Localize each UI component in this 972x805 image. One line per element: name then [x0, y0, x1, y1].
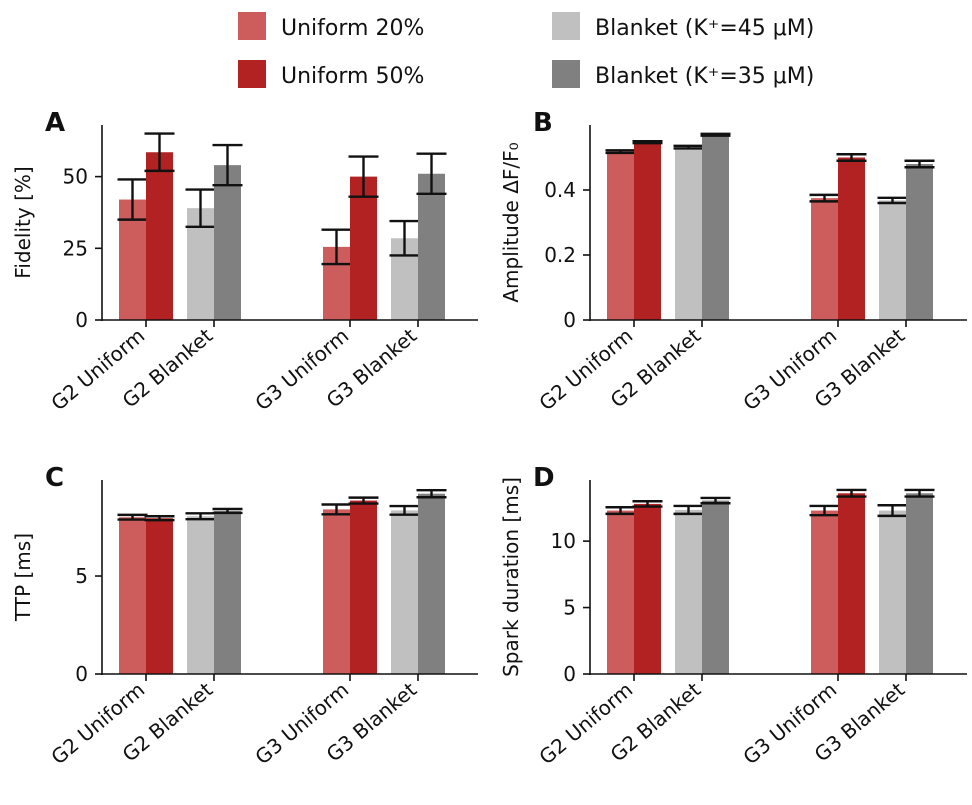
bar	[675, 147, 702, 320]
error-bar	[348, 155, 379, 198]
bar	[879, 200, 906, 320]
bar	[323, 509, 350, 674]
bar	[119, 517, 146, 674]
y-axis-label: TTP [ms]	[11, 533, 35, 622]
error-bar	[809, 193, 840, 203]
error-bar	[117, 178, 148, 221]
error-bar	[348, 496, 379, 505]
y-axis-label: Amplitude ΔF/F₀	[499, 142, 523, 302]
y-tick-label: 0	[563, 308, 576, 332]
error-bar	[605, 149, 636, 155]
error-bar	[904, 488, 935, 498]
error-bar	[185, 188, 216, 229]
error-bar	[416, 152, 447, 196]
panel-letter: C	[45, 463, 64, 493]
bar	[350, 176, 377, 320]
bar	[214, 165, 241, 320]
error-bar	[144, 132, 175, 173]
error-bar	[117, 513, 148, 521]
panel-letter: A	[45, 108, 65, 138]
bar	[879, 510, 906, 674]
y-tick-label: 5	[75, 564, 88, 588]
legend-label: Blanket (K⁺=45 μM)	[595, 16, 814, 41]
error-bar	[700, 132, 731, 137]
error-bar	[212, 143, 243, 187]
legend-entry: Blanket (K⁺=35 μM)	[552, 60, 814, 89]
legend-label: Uniform 20%	[281, 16, 424, 41]
bar	[607, 510, 634, 674]
y-tick-label: 0	[75, 308, 88, 332]
bar	[811, 198, 838, 320]
error-bar	[212, 507, 243, 515]
y-tick-label: 0.2	[544, 243, 576, 267]
y-axis-label: Fidelity [%]	[11, 166, 35, 278]
panel-letter: B	[533, 108, 553, 138]
bar	[634, 503, 661, 674]
error-bar	[877, 504, 908, 518]
error-bar	[673, 144, 704, 150]
bar	[838, 493, 865, 674]
error-bar	[904, 159, 935, 169]
bar	[811, 510, 838, 674]
bar	[146, 152, 173, 320]
error-bar	[632, 140, 663, 145]
error-bar	[673, 504, 704, 516]
bar	[391, 510, 418, 674]
legend-swatch	[552, 60, 580, 88]
bar	[702, 134, 729, 320]
y-tick-label: 0	[75, 662, 88, 686]
error-bar	[389, 504, 420, 516]
bar	[350, 500, 377, 674]
bar	[418, 493, 445, 674]
y-tick-label: 50	[63, 165, 88, 189]
bar	[675, 509, 702, 674]
error-bar	[632, 500, 663, 508]
error-bar	[389, 219, 420, 257]
legend-swatch	[238, 60, 266, 88]
y-tick-label: 0	[563, 662, 576, 686]
legend-swatch	[552, 12, 580, 40]
error-bar	[321, 228, 352, 266]
legend-entry: Uniform 20%	[238, 12, 424, 41]
legend-label: Blanket (K⁺=35 μM)	[595, 64, 814, 89]
error-bar	[144, 515, 175, 522]
bar	[187, 516, 214, 674]
legend-entry: Blanket (K⁺=45 μM)	[552, 12, 814, 41]
bar	[906, 164, 933, 320]
error-bar	[700, 496, 731, 505]
legend: Uniform 20% Uniform 50% Blanket (K⁺=45 μM)…	[238, 12, 814, 89]
y-tick-label: 0.4	[544, 178, 576, 202]
legend-swatch	[238, 12, 266, 40]
bar	[146, 518, 173, 674]
bar	[214, 510, 241, 674]
bar	[838, 157, 865, 320]
error-bar	[809, 504, 840, 517]
y-tick-label: 25	[63, 236, 88, 260]
error-bar	[185, 512, 216, 521]
error-bar	[836, 488, 867, 498]
legend-label: Uniform 50%	[281, 64, 424, 89]
legend-entry: Uniform 50%	[238, 60, 424, 89]
y-tick-label: 5	[563, 596, 576, 620]
error-bar	[321, 503, 352, 516]
bar	[702, 500, 729, 674]
error-bar	[836, 153, 867, 162]
bar	[906, 493, 933, 674]
error-bar	[416, 488, 447, 499]
bar	[418, 173, 445, 320]
bar	[607, 151, 634, 320]
y-tick-label: 10	[551, 529, 576, 553]
error-bar	[605, 506, 636, 516]
panel-letter: D	[533, 463, 555, 493]
bar	[634, 142, 661, 320]
error-bar	[877, 196, 908, 205]
y-axis-label: Spark duration [ms]	[499, 477, 523, 677]
